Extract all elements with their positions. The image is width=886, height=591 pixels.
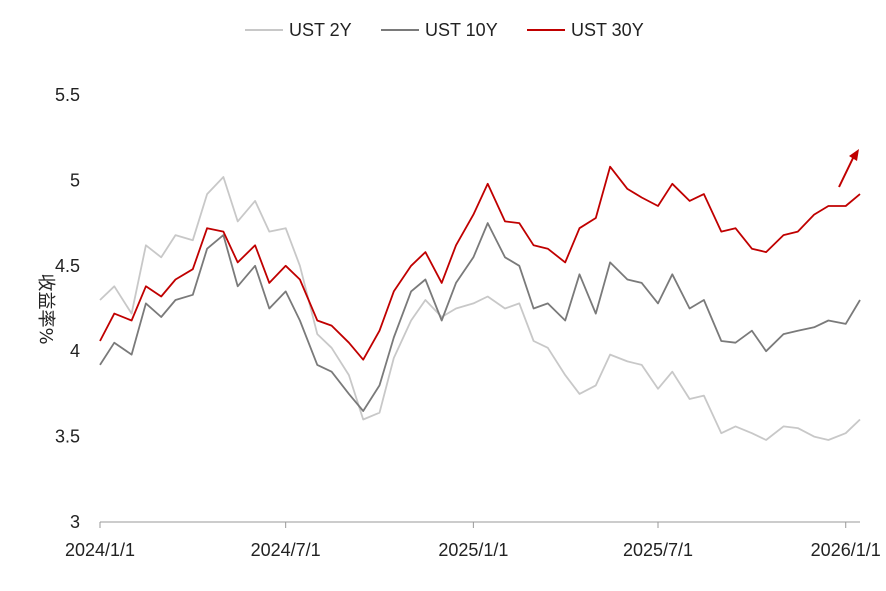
legend-label-2: UST 30Y [571, 20, 644, 40]
x-tick-label-3: 2025/7/1 [623, 540, 693, 560]
legend-label-1: UST 10Y [425, 20, 498, 40]
y-tick-label-2: 4 [70, 341, 80, 361]
y-axis-label: 收益率% [35, 273, 56, 344]
series-lines [99, 165, 861, 441]
red-up-arrow-icon [838, 149, 859, 188]
series-line-ust-2y [99, 176, 861, 441]
x-axis: 2024/1/1 2024/7/1 2025/1/1 2025/7/1 2026/1/1 [65, 521, 881, 560]
x-tick-label-2: 2025/1/1 [438, 540, 508, 560]
series-line-ust-30y [99, 165, 861, 361]
chart-legend: UST 2Y UST 10Y UST 30Y [245, 20, 644, 40]
y-tick-label-5: 5.5 [55, 85, 80, 105]
y-tick-label-0: 3 [70, 512, 80, 532]
x-tick-label-0: 2024/1/1 [65, 540, 135, 560]
y-tick-label-4: 5 [70, 170, 80, 190]
x-tick-label-4: 2026/1/1 [811, 540, 881, 560]
y-tick-label-3: 4.5 [55, 256, 80, 276]
series-line-ust-10y [99, 222, 861, 412]
legend-label-0: UST 2Y [289, 20, 352, 40]
y-tick-label-1: 3.5 [55, 427, 80, 447]
x-tick-label-1: 2024/7/1 [251, 540, 321, 560]
y-axis: 3 3.5 4 4.5 5 5.5 [55, 85, 80, 532]
